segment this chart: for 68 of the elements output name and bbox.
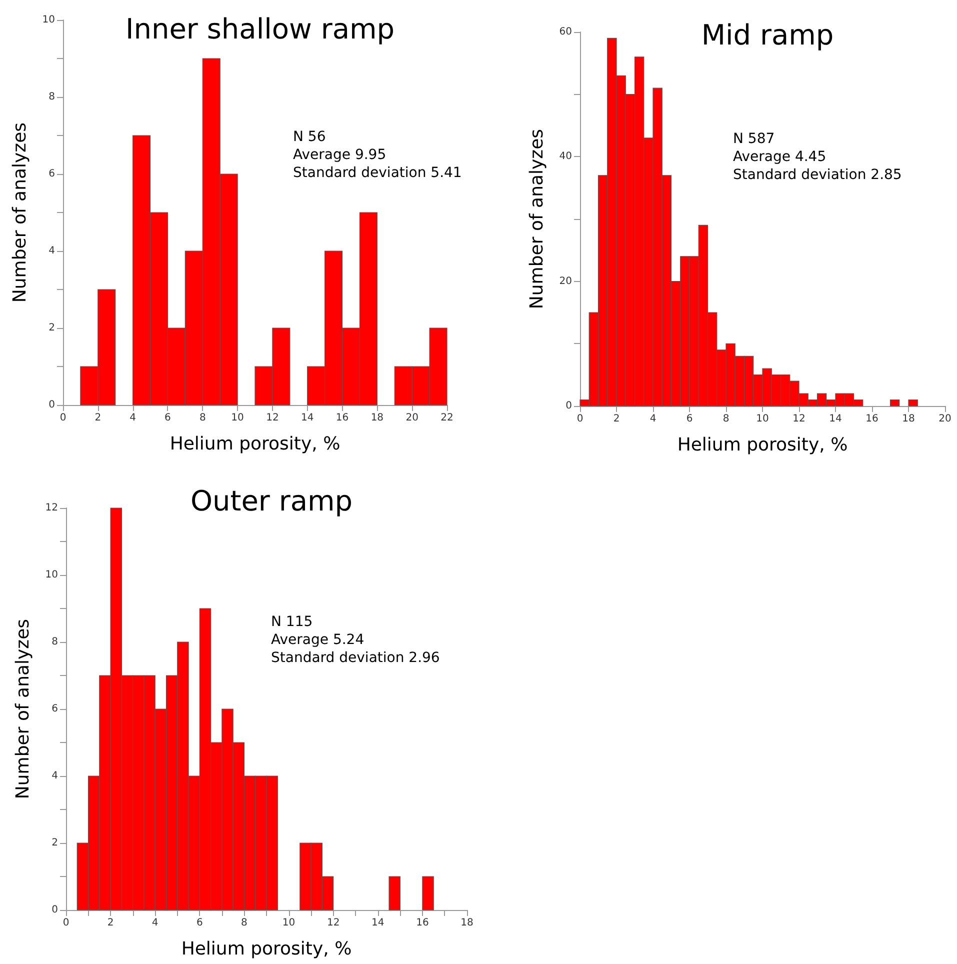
y-tick-label: 0: [48, 400, 55, 410]
chart-title: Inner shallow ramp: [125, 12, 395, 46]
y-tick-label: 60: [559, 26, 572, 38]
x-tick-label: 12: [326, 918, 340, 928]
y-tick-label: 10: [45, 570, 58, 580]
x-tick-label: 14: [372, 918, 384, 928]
x-tick-label: 16: [866, 414, 878, 424]
x-tick-label: 8: [722, 414, 730, 424]
y-tick-label: 20: [559, 276, 572, 287]
x-tick-label: 12: [266, 412, 279, 424]
x-tick-label: 2: [107, 918, 114, 928]
x-tick-label: 22: [440, 412, 454, 424]
y-tick-label: 12: [45, 502, 58, 514]
y-tick-label: 40: [559, 151, 572, 162]
y-tick-label: 0: [566, 400, 572, 412]
y-tick-label: 4: [52, 770, 58, 782]
chart-title: Mid ramp: [701, 18, 834, 52]
x-tick-label: 0: [62, 918, 70, 928]
x-tick-label: 6: [164, 412, 171, 424]
y-tick-label: 8: [48, 92, 55, 102]
annotation: Standard deviation 2.85: [733, 167, 902, 183]
y-axis-title: Number of analyzes: [12, 618, 34, 800]
y-tick-label: 6: [48, 168, 55, 180]
x-tick-label: 2: [94, 412, 102, 424]
y-axis-title: Number of analyzes: [526, 128, 548, 310]
annotation: N 56: [293, 129, 326, 145]
x-tick-label: 14: [300, 412, 314, 424]
annotation: N 587: [733, 131, 775, 147]
x-tick-label: 18: [460, 918, 474, 928]
x-tick-label: 6: [686, 414, 693, 424]
x-tick-label: 4: [130, 412, 136, 424]
x-tick-label: 6: [196, 918, 203, 928]
annotation: Standard deviation 5.41: [293, 165, 462, 181]
x-tick-label: 20: [406, 412, 418, 424]
x-tick-label: 8: [241, 918, 248, 928]
x-tick-label: 16: [336, 412, 349, 424]
x-tick-label: 8: [199, 412, 206, 424]
x-tick-label: 0: [576, 414, 584, 424]
annotation: Standard deviation 2.96: [271, 650, 440, 666]
y-tick-label: 2: [48, 322, 55, 334]
x-tick-label: 4: [650, 414, 656, 424]
x-tick-label: 16: [416, 918, 429, 928]
x-tick-label: 18: [902, 414, 915, 424]
y-tick-label: 4: [48, 246, 55, 256]
x-tick-label: 10: [282, 918, 296, 928]
annotation: Average 4.45: [733, 149, 826, 165]
annotation: Average 5.24: [271, 632, 364, 648]
annotation: N 115: [271, 614, 313, 630]
x-axis-title: Helium porosity, %: [170, 434, 340, 454]
x-tick-label: 20: [938, 414, 952, 424]
x-tick-label: 18: [370, 412, 384, 424]
x-tick-label: 0: [60, 412, 66, 424]
y-tick-label: 8: [52, 636, 58, 648]
y-tick-label: 2: [52, 838, 58, 848]
chart-title: Outer ramp: [190, 484, 353, 518]
x-tick-label: 10: [756, 414, 769, 424]
x-tick-label: 12: [792, 414, 806, 424]
annotation: Average 9.95: [293, 147, 386, 163]
x-tick-label: 4: [152, 918, 158, 928]
x-tick-label: 10: [231, 412, 244, 424]
x-tick-label: 14: [829, 414, 842, 424]
x-axis-title: Helium porosity, %: [677, 434, 848, 456]
x-axis-title: Helium porosity, %: [181, 938, 352, 960]
y-tick-label: 6: [52, 704, 58, 714]
y-tick-label: 0: [52, 904, 58, 916]
y-axis-title: Number of analyzes: [10, 122, 30, 303]
y-tick-label: 10: [42, 14, 55, 26]
x-tick-label: 2: [613, 414, 620, 424]
